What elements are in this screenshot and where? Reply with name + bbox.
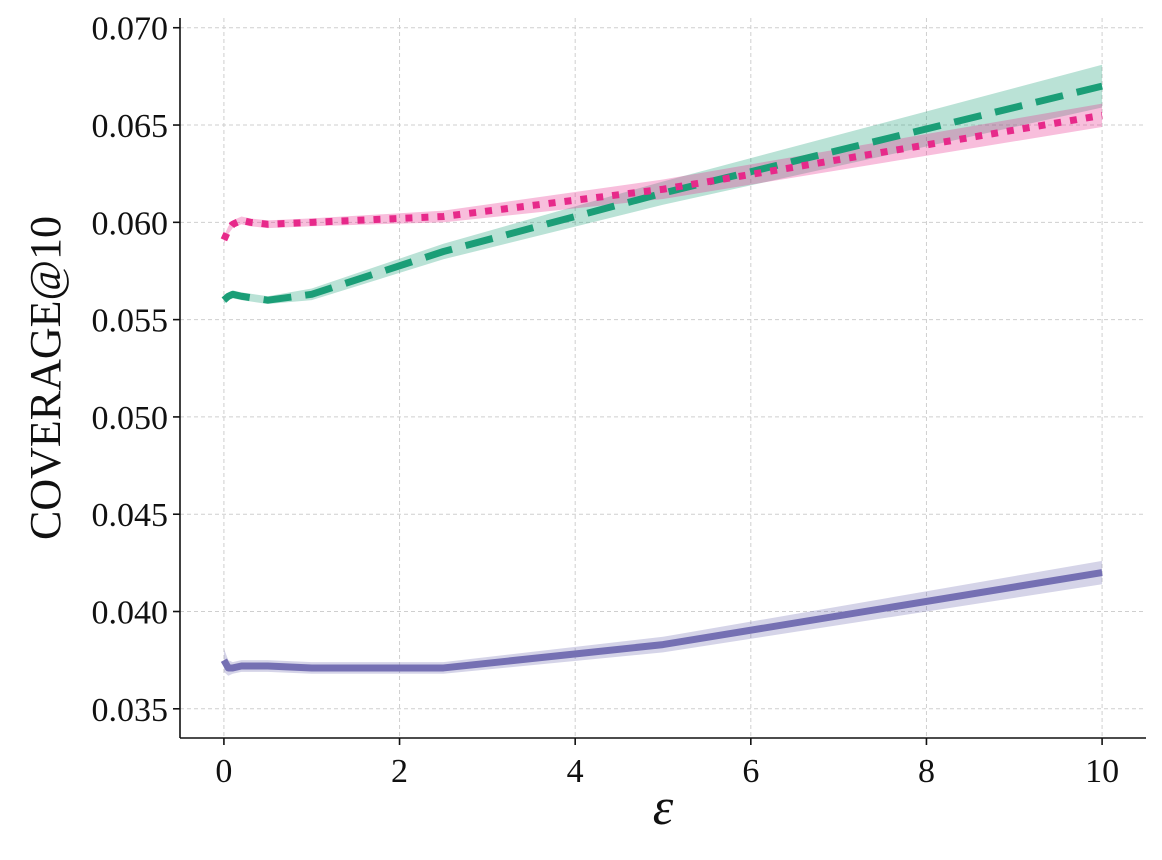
y-tick-label: 0.060 xyxy=(92,205,169,242)
y-tick-label: 0.065 xyxy=(92,108,169,145)
x-tick-label: 6 xyxy=(742,753,759,790)
y-tick-label: 0.040 xyxy=(92,595,169,632)
confidence-bands xyxy=(223,64,1103,676)
y-tick-label: 0.045 xyxy=(92,497,169,534)
x-tick-label: 2 xyxy=(391,753,408,790)
x-ticks: 0 2 4 6 8 10 xyxy=(215,738,1119,790)
x-tick-label: 8 xyxy=(918,753,935,790)
series-green-dashed-band xyxy=(223,64,1103,305)
x-tick-label: 10 xyxy=(1085,753,1119,790)
y-tick-label: 0.055 xyxy=(92,303,169,340)
y-tick-label: 0.070 xyxy=(92,11,169,48)
y-axis-title: COVERAGE@10 xyxy=(21,216,70,540)
series-purple-solid-band xyxy=(223,560,1103,676)
y-tick-label: 0.035 xyxy=(92,692,169,729)
x-axis-title: ε xyxy=(653,779,674,836)
series-lines xyxy=(220,82,1103,672)
y-ticks: 0.035 0.040 0.045 0.050 0.055 0.060 0.065 0.070 xyxy=(92,11,180,729)
y-tick-label: 0.050 xyxy=(92,400,169,437)
x-tick-label: 0 xyxy=(215,753,232,790)
series-pink-dotted-line xyxy=(220,111,1103,242)
grid xyxy=(180,18,1146,738)
axes xyxy=(179,18,1146,739)
x-tick-label: 4 xyxy=(567,753,584,790)
